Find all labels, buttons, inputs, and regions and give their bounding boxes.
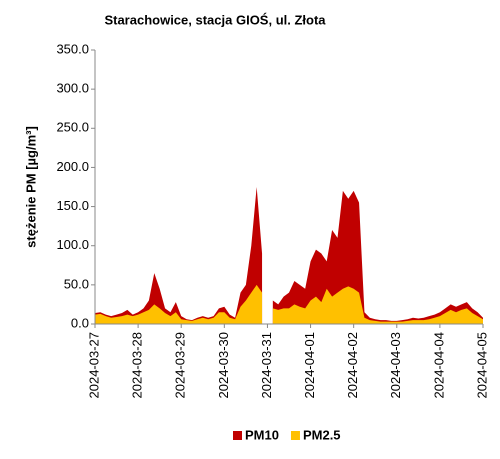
legend-label: PM2.5 bbox=[303, 427, 341, 442]
y-tick-label: 250.0 bbox=[56, 120, 89, 135]
x-tick-label: 2024-03-29 bbox=[173, 332, 188, 399]
area bbox=[95, 284, 483, 324]
y-tick-label: 300.0 bbox=[56, 81, 89, 96]
y-tick-label: 150.0 bbox=[56, 198, 89, 213]
legend-swatch bbox=[233, 431, 242, 440]
y-tick-label: 350.0 bbox=[56, 41, 89, 56]
y-tick-label: 100.0 bbox=[56, 237, 89, 252]
area bbox=[95, 187, 483, 324]
x-tick-label: 2024-04-02 bbox=[345, 332, 360, 399]
legend-swatch bbox=[290, 431, 300, 440]
x-tick-label: 2024-04-03 bbox=[388, 332, 403, 399]
chart-title: Starachowice, stacja GIOŚ, ul. Złota bbox=[104, 12, 326, 27]
y-tick-label: 0.0 bbox=[71, 315, 89, 330]
x-tick-label: 2024-04-01 bbox=[302, 332, 317, 399]
y-axis-label: stężenie PM [µg/m³] bbox=[23, 126, 38, 248]
x-tick-label: 2024-03-31 bbox=[259, 332, 274, 399]
x-tick-label: 2024-03-27 bbox=[86, 332, 101, 399]
y-tick-label: 50.0 bbox=[64, 276, 89, 291]
legend-label: PM10 bbox=[245, 427, 279, 442]
y-tick-label: 200.0 bbox=[56, 159, 89, 174]
x-tick-label: 2024-04-05 bbox=[474, 332, 489, 399]
x-tick-label: 2024-03-28 bbox=[130, 332, 145, 399]
x-tick-label: 2024-04-04 bbox=[431, 332, 446, 399]
x-tick-label: 2024-03-30 bbox=[216, 332, 231, 399]
